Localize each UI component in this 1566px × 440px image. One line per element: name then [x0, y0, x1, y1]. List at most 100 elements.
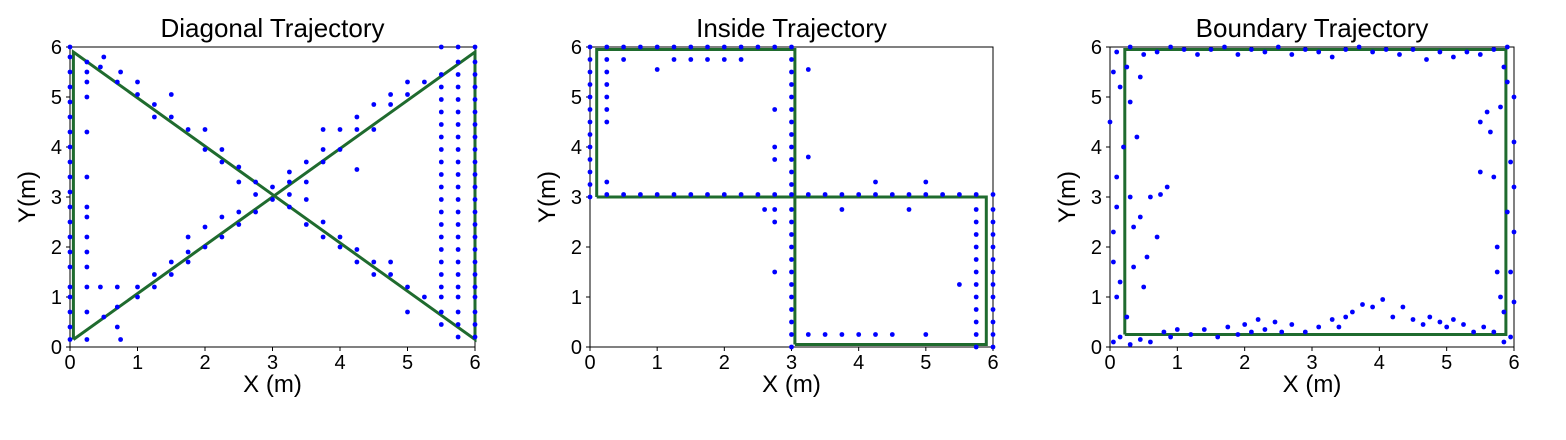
- data-point: [67, 174, 73, 180]
- data-point: [219, 234, 225, 240]
- data-point: [168, 272, 174, 277]
- data-point: [67, 129, 73, 135]
- data-point: [67, 99, 73, 105]
- data-point: [1144, 254, 1150, 260]
- data-point: [906, 192, 912, 197]
- data-point: [621, 44, 626, 50]
- data-point: [1501, 339, 1507, 345]
- data-point: [388, 272, 393, 277]
- y-tick-label: 0: [1091, 337, 1102, 359]
- plot-frame: [1109, 46, 1515, 348]
- data-point: [1168, 44, 1173, 50]
- data-point: [621, 192, 626, 197]
- data-point: [472, 184, 478, 190]
- data-point: [1511, 229, 1517, 235]
- data-point: [772, 44, 778, 50]
- data-point: [270, 197, 275, 202]
- data-point: [1127, 44, 1133, 50]
- data-point: [772, 219, 778, 225]
- x-tick-label: 6: [987, 352, 998, 374]
- y-tick-label: 6: [51, 37, 62, 59]
- data-point: [1262, 49, 1268, 55]
- data-point: [1141, 52, 1147, 57]
- data-point: [354, 259, 360, 265]
- data-point: [1201, 327, 1207, 332]
- data-point: [1114, 49, 1120, 55]
- data-point: [789, 219, 794, 225]
- data-point: [1131, 264, 1136, 270]
- data-point: [354, 167, 360, 172]
- data-point: [472, 59, 478, 65]
- y-tick-label: 6: [571, 37, 582, 59]
- data-point: [973, 232, 979, 237]
- y-axis-label: Y(m): [14, 171, 41, 223]
- data-point: [654, 192, 660, 197]
- data-point: [822, 192, 828, 197]
- data-point: [101, 314, 107, 320]
- data-point: [438, 272, 444, 277]
- data-point: [168, 92, 174, 97]
- data-point: [135, 284, 140, 290]
- data-point: [455, 234, 461, 240]
- data-point: [287, 192, 292, 197]
- data-point: [1114, 174, 1120, 180]
- data-point: [705, 57, 710, 62]
- y-tick-label: 1: [51, 287, 62, 309]
- data-point: [671, 44, 677, 50]
- data-point: [1420, 322, 1426, 327]
- x-tick-label: 2: [1239, 352, 1250, 374]
- data-point: [604, 44, 610, 50]
- data-point: [1195, 52, 1200, 57]
- data-point: [671, 192, 677, 197]
- data-point: [973, 282, 979, 287]
- data-point: [84, 69, 90, 75]
- data-point: [438, 147, 444, 152]
- x-tick-label: 5: [920, 352, 931, 374]
- y-tick-label: 4: [1091, 137, 1102, 159]
- data-point: [923, 179, 929, 185]
- data-point: [1501, 64, 1507, 70]
- data-point: [1148, 194, 1153, 200]
- x-axis-label: X (m): [1283, 371, 1342, 398]
- data-point: [1424, 57, 1429, 62]
- data-point: [638, 192, 643, 197]
- data-point: [789, 307, 794, 312]
- data-point: [388, 92, 393, 97]
- data-point: [1477, 52, 1483, 57]
- data-point: [1336, 324, 1342, 330]
- x-tick-label: 3: [267, 352, 278, 374]
- data-point: [84, 174, 90, 180]
- data-point: [789, 119, 794, 125]
- data-point: [822, 332, 828, 337]
- data-point: [587, 182, 593, 187]
- chart-title: Boundary Trajectory: [1196, 13, 1429, 43]
- y-tick-label: 1: [571, 287, 582, 309]
- data-point: [923, 192, 929, 197]
- data-point: [1461, 322, 1466, 327]
- data-point: [337, 127, 343, 132]
- data-point: [1235, 332, 1241, 337]
- data-point: [789, 182, 794, 187]
- data-point: [1427, 314, 1433, 320]
- data-point: [1484, 109, 1490, 115]
- data-point: [1289, 52, 1295, 57]
- data-point: [253, 192, 258, 197]
- data-point: [337, 234, 343, 240]
- data-point: [472, 309, 478, 315]
- data-point: [455, 84, 461, 90]
- data-point: [84, 129, 90, 135]
- data-point: [1154, 234, 1160, 240]
- data-point: [1501, 309, 1507, 315]
- data-point: [1111, 229, 1116, 235]
- data-point: [320, 219, 326, 225]
- data-point: [114, 284, 120, 290]
- data-point: [1137, 337, 1143, 342]
- data-point: [973, 244, 979, 250]
- y-tick-label: 6: [1091, 37, 1102, 59]
- data-point: [604, 107, 610, 112]
- x-tick-label: 5: [402, 352, 413, 374]
- ground-truth-path: [1123, 48, 1508, 336]
- data-point: [438, 172, 444, 177]
- data-point: [438, 247, 444, 252]
- data-point: [973, 307, 979, 312]
